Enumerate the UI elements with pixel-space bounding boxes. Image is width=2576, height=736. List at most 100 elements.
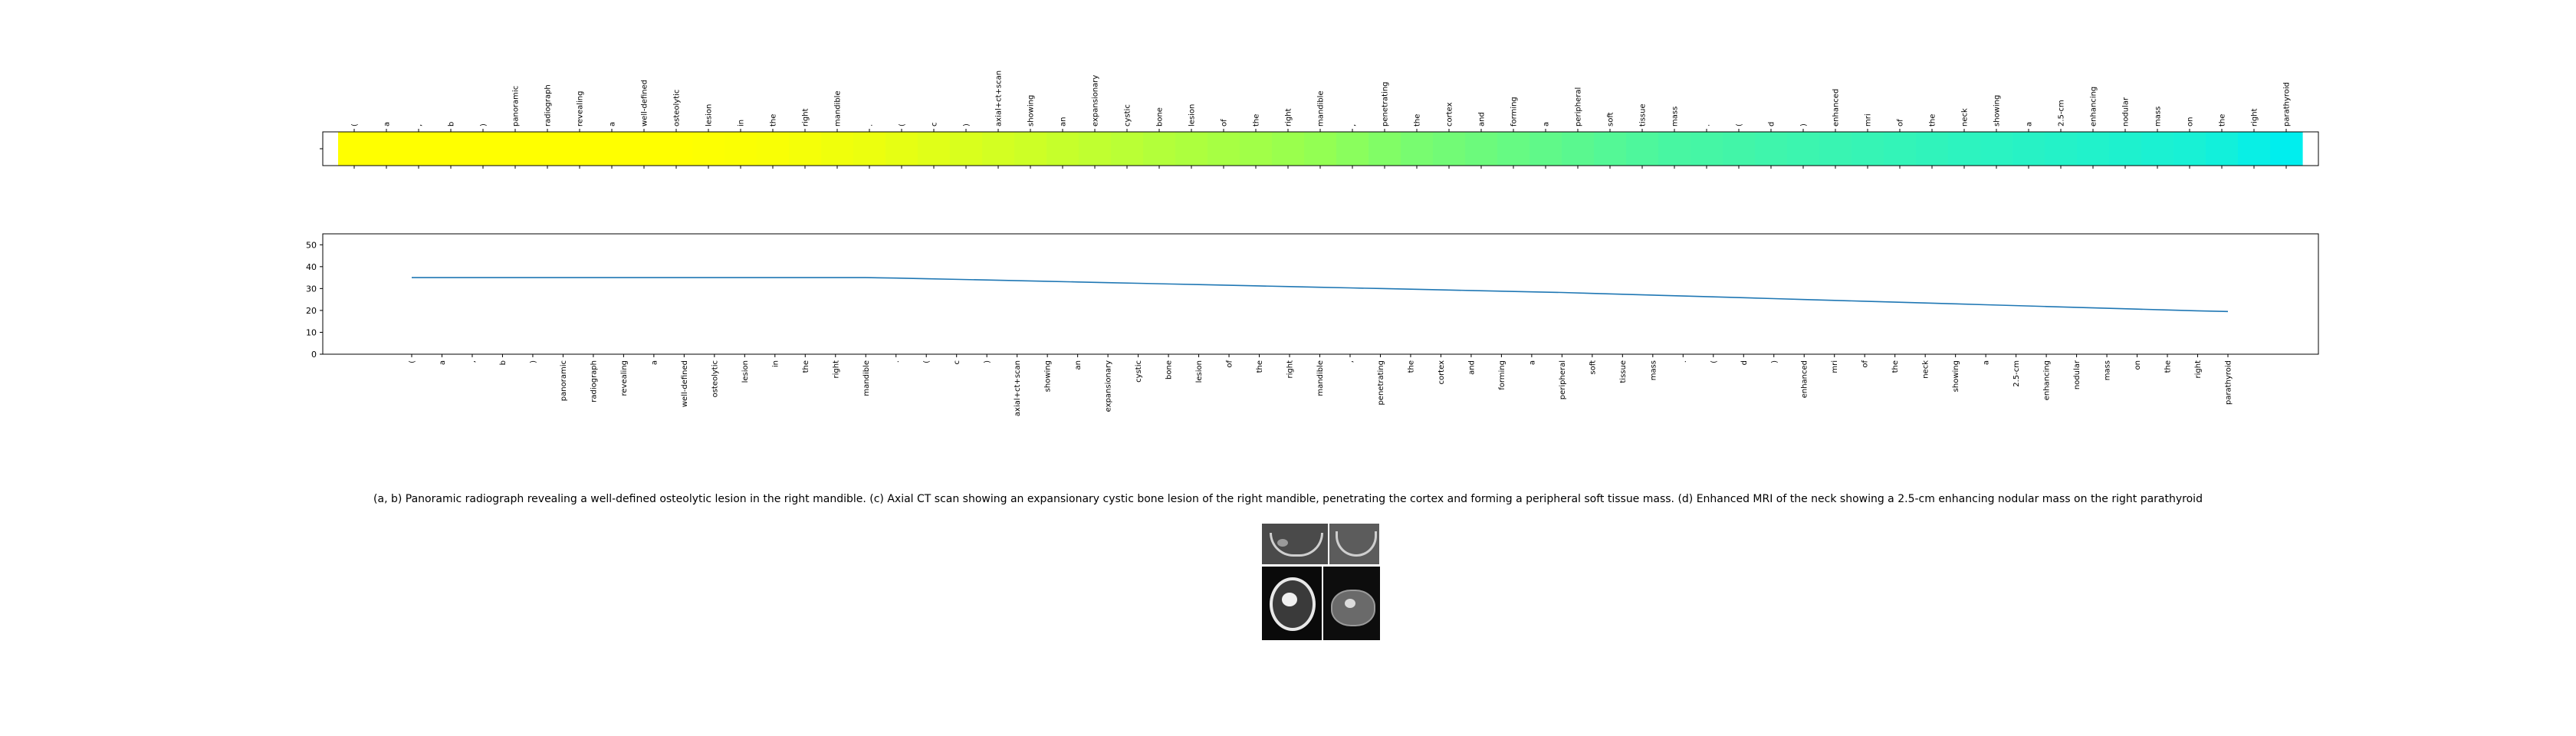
heatmap-cell	[1497, 132, 1530, 166]
line-x-tick-label: a	[1528, 360, 1536, 365]
heatmap-token-label: showing	[1993, 95, 2002, 127]
line-x-tick-label: the	[1891, 360, 1900, 373]
heatmap-cell	[1594, 132, 1627, 166]
line-x-tick-label: )	[529, 360, 537, 363]
line-x-tick-label: neck	[1922, 360, 1930, 379]
heatmap-cell	[1980, 132, 2013, 166]
heatmap-token-label: .	[866, 124, 875, 127]
heatmap-cell	[1562, 132, 1595, 166]
heatmap-token-label: enhanced	[1832, 89, 1841, 127]
heatmap-cell	[1368, 132, 1401, 166]
line-y-tick-label: 30	[306, 284, 317, 294]
line-x-tick-label: enhanced	[1801, 360, 1809, 398]
heatmap-cell	[370, 132, 403, 166]
line-x-tick-label: peripheral	[1559, 360, 1567, 399]
heatmap-cell	[1787, 132, 1820, 166]
line-x-tick-label: mri	[1831, 360, 1839, 373]
line-x-tick-label: .	[1680, 360, 1688, 363]
heatmap-token-label: the	[2219, 114, 2227, 127]
heatmap-cell	[2013, 132, 2045, 166]
heatmap-token-label: in	[738, 120, 746, 127]
line-x-tick-label: mass	[1649, 360, 1658, 380]
heatmap-token-label: a	[1543, 122, 1551, 127]
line-x-tick-label: bone	[1165, 360, 1174, 380]
heatmap-token-label: lesion	[705, 104, 714, 127]
line-x-tick-label: of	[1226, 360, 1234, 368]
heatmap-cell	[1884, 132, 1917, 166]
heatmap-token-label: the	[770, 114, 778, 127]
heatmap-cell	[1691, 132, 1723, 166]
line-x-tick-label: forming	[1498, 360, 1506, 390]
heatmap-cell	[660, 132, 693, 166]
heatmap-token-label: (	[899, 123, 907, 127]
line-x-tick-label: b	[499, 360, 508, 365]
heatmap-token-label: the	[1414, 114, 1422, 127]
heatmap-token-label: radiograph	[544, 84, 553, 127]
heatmap-cell	[1723, 132, 1756, 166]
line-x-tick-label: 2.5-cm	[2013, 360, 2021, 387]
heatmap-token-label: mass	[2154, 107, 2163, 127]
heatmap-cell	[982, 132, 1015, 166]
line-x-tick-label: ,	[468, 360, 477, 363]
heatmap-token-label: the	[1253, 114, 1261, 127]
enhanced-mri-image	[1323, 567, 1380, 640]
line-x-tick-label: axial+ct+scan	[1014, 360, 1022, 416]
line-x-tick-label: well-defined	[681, 360, 689, 407]
heatmap-token-label: right	[1285, 108, 1293, 127]
line-x-tick-label: the	[1256, 360, 1264, 373]
heatmap-token-label: and	[1478, 112, 1487, 127]
line-y-tick-label: 40	[306, 262, 317, 272]
line-x-tick-label: right	[832, 360, 840, 379]
heatmap-cell	[1819, 132, 1852, 166]
line-plot-frame	[322, 233, 2319, 355]
heatmap-cell	[499, 132, 532, 166]
line-x-tick-label: )	[1770, 360, 1779, 363]
heatmap-cell	[402, 132, 435, 166]
line-x-tick-label: mandible	[863, 360, 871, 396]
line-series	[412, 277, 2229, 313]
figure-thumbnail	[1261, 523, 1381, 642]
heatmap-cell	[564, 132, 596, 166]
heatmap-cell	[1626, 132, 1659, 166]
line-y-tick-label: 50	[306, 240, 317, 250]
heatmap-cell	[2141, 132, 2174, 166]
heatmap-cell	[435, 132, 468, 166]
heatmap-token-label: .	[1704, 124, 1712, 127]
heatmap-token-label: of	[1221, 119, 1229, 127]
heatmap-token-label: b	[448, 122, 456, 127]
heatmap-cell	[467, 132, 500, 166]
heatmap-cell	[1433, 132, 1466, 166]
heatmap-token-label: ,	[416, 124, 424, 127]
heatmap-cell	[1111, 132, 1144, 166]
heatmap-cell	[1852, 132, 1884, 166]
line-x-tick-label: revealing	[620, 360, 629, 396]
line-x-tick-label: the	[802, 360, 810, 373]
heatmap-token-label: revealing	[577, 91, 585, 127]
heatmap-cell	[1530, 132, 1562, 166]
heatmap-token-label: lesion	[1188, 104, 1197, 127]
line-x-tick-label: parathyroid	[2225, 360, 2233, 405]
heatmap-cell	[1755, 132, 1788, 166]
line-x-tick-label: expansionary	[1105, 360, 1113, 412]
line-x-tick-label: .	[892, 360, 901, 363]
line-x-tick-label: (	[409, 360, 417, 363]
heatmap-token-label: parathyroid	[2283, 82, 2292, 127]
line-x-tick-label: an	[1074, 360, 1083, 370]
heatmap-cell	[1175, 132, 1208, 166]
heatmap-cell	[1143, 132, 1176, 166]
heatmap-cell	[724, 132, 757, 166]
line-x-tick-label: and	[1467, 360, 1476, 375]
heatmap-cell	[886, 132, 918, 166]
heatmap-cell	[628, 132, 661, 166]
heatmap-cell	[853, 132, 886, 166]
heatmap-token-label: showing	[1027, 95, 1036, 127]
heatmap-cell	[1272, 132, 1305, 166]
line-x-tick-label: tissue	[1619, 360, 1628, 383]
heatmap-token-label: a	[383, 122, 392, 127]
heatmap-token-label: expansionary	[1092, 75, 1100, 127]
heatmap-token-label: right	[802, 108, 810, 127]
panoramic-radiograph-image-a	[1262, 524, 1328, 564]
line-x-tick-label: radiograph	[590, 360, 598, 402]
heatmap-token-label: mri	[1865, 113, 1873, 127]
heatmap-token-label: bone	[1156, 107, 1165, 127]
